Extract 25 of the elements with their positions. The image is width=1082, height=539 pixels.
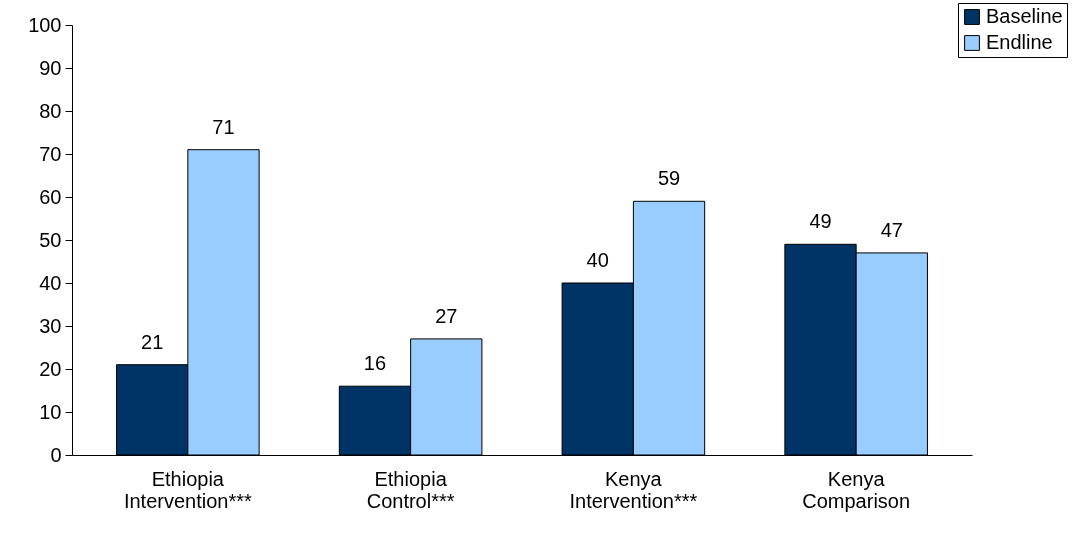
x-tick-label: Ethiopia Intervention*** (123, 467, 252, 512)
y-tick-label: 40 (39, 271, 62, 294)
data-label: 21 (141, 330, 164, 353)
legend-label: Endline (986, 31, 1053, 53)
y-tick-label: 90 (39, 56, 62, 79)
y-tick-label: 70 (39, 142, 62, 165)
x-tick-label: Kenya Comparison (802, 467, 911, 512)
legend-label: Baseline (986, 5, 1063, 27)
y-tick-label: 80 (39, 99, 62, 122)
data-label: 59 (657, 167, 681, 190)
y-tick-label: 30 (39, 314, 62, 337)
y-tick-label: 50 (39, 228, 62, 251)
data-label: 47 (880, 218, 903, 241)
data-label: 40 (586, 249, 609, 271)
data-label: 71 (212, 115, 235, 138)
y-tick-label: 10 (39, 400, 62, 423)
y-tick-label: 60 (39, 185, 62, 208)
data-label: 16 (363, 352, 387, 375)
data-label: 49 (809, 210, 832, 233)
y-tick-label: 20 (39, 357, 62, 380)
y-tick-label: 0 (50, 443, 62, 466)
x-tick-label: Kenya Intervention*** (569, 467, 698, 512)
x-tick-label: Ethiopia Control*** (366, 467, 455, 512)
y-tick-label: 100 (28, 13, 62, 36)
data-label: 27 (435, 304, 458, 327)
